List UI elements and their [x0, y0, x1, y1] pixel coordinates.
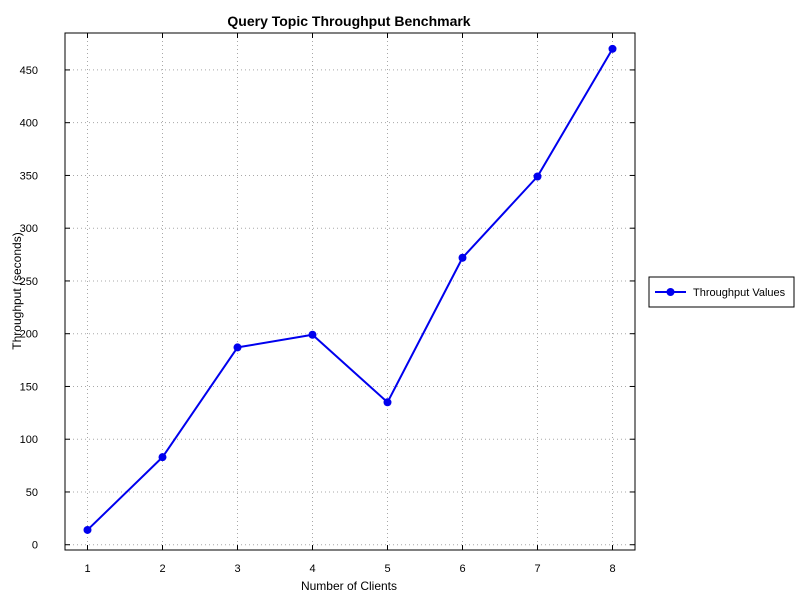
- series-layer: [83, 44, 617, 534]
- data-point: [458, 253, 467, 262]
- y-tick-label: 50: [26, 487, 38, 499]
- data-point: [383, 398, 392, 407]
- x-tick-label: 2: [159, 563, 165, 575]
- data-point: [308, 330, 317, 339]
- x-tick-label: 3: [234, 563, 240, 575]
- plot-area-border: [64, 32, 636, 551]
- data-point: [158, 453, 167, 462]
- y-tick-label: 250: [20, 276, 38, 288]
- y-tick-label: 350: [20, 170, 38, 182]
- y-tick-label: 400: [20, 118, 38, 130]
- chart-title: Query Topic Throughput Benchmark: [227, 13, 470, 29]
- y-tick-label: 0: [32, 540, 38, 552]
- axes: 1 2 3 4 5 6 7 8 0 50 100 150 200 250 300 350 400 450: [20, 33, 635, 575]
- x-tick-label: 5: [384, 563, 390, 575]
- legend-marker-swatch: [666, 288, 675, 296]
- y-tick-label: 450: [20, 65, 38, 77]
- data-point: [608, 44, 617, 53]
- x-tick-label: 1: [84, 563, 90, 575]
- legend-label: Throughput Values: [693, 287, 786, 299]
- y-axis-label: Throughput (seconds): [10, 232, 24, 349]
- y-tick-label: 200: [20, 329, 38, 341]
- legend: Throughput Values: [648, 276, 795, 308]
- y-tick-label: 150: [20, 381, 38, 393]
- x-tick-label: 4: [309, 563, 315, 575]
- series-line: [86, 48, 614, 531]
- x-tick-label: 6: [459, 563, 465, 575]
- x-axis-label: Number of Clients: [301, 579, 397, 593]
- y-tick-label: 300: [20, 223, 38, 235]
- y-tick-label: 100: [20, 434, 38, 446]
- data-point: [533, 172, 542, 181]
- data-point: [233, 343, 242, 352]
- grid-lines: [65, 33, 635, 550]
- data-point: [83, 525, 92, 534]
- x-tick-label: 7: [534, 563, 540, 575]
- x-tick-label: 8: [609, 563, 615, 575]
